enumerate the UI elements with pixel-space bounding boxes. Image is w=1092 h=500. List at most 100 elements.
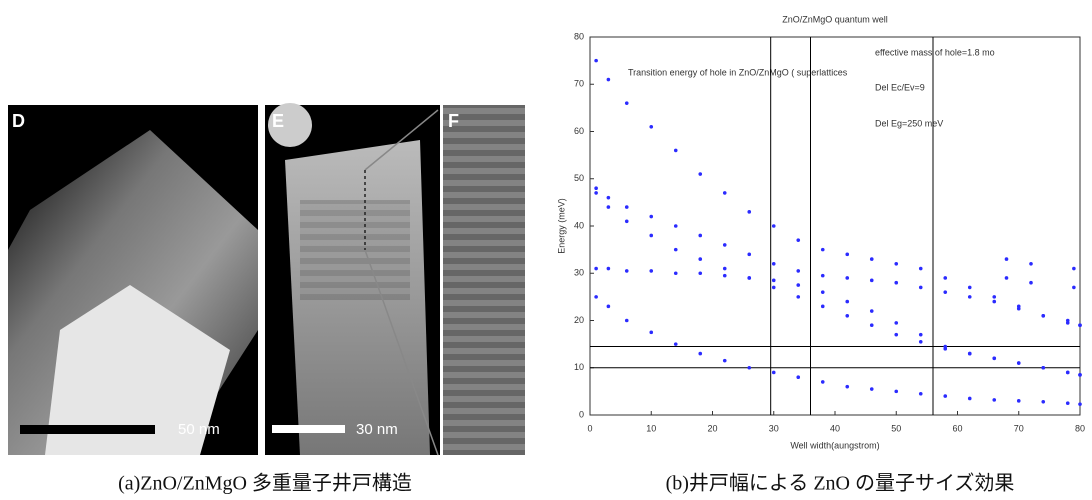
caption: (a)ZnO/ZnMgO 多重量子井戸構造 [118, 472, 412, 495]
data-point [821, 305, 825, 309]
y-tick-label: 40 [574, 220, 584, 230]
y-tick-label: 80 [574, 31, 584, 41]
data-point [772, 224, 776, 228]
data-point [698, 234, 702, 238]
data-point [845, 276, 849, 280]
data-point [698, 257, 702, 261]
data-point [1072, 286, 1076, 290]
data-point [943, 276, 947, 280]
annotation: Del Ec/Ev=9 [875, 82, 925, 92]
data-point [796, 295, 800, 299]
data-point [772, 279, 776, 283]
x-tick-label: 80 [1075, 423, 1085, 433]
data-point [674, 149, 678, 153]
data-point [607, 267, 611, 271]
y-tick-label: 20 [574, 315, 584, 325]
data-point [747, 253, 751, 257]
data-point [594, 295, 598, 299]
data-point [607, 205, 611, 209]
panel-label: E [272, 111, 284, 131]
data-point [845, 253, 849, 257]
data-point [968, 397, 972, 401]
panel-label: F [448, 111, 459, 131]
data-point [1078, 373, 1082, 377]
data-point [1029, 281, 1033, 285]
data-point [845, 314, 849, 318]
data-point [943, 394, 947, 398]
y-tick-label: 30 [574, 268, 584, 278]
data-point [674, 271, 678, 275]
data-point [1041, 366, 1045, 370]
data-point [1017, 361, 1021, 365]
image-e [265, 103, 440, 455]
data-point [919, 340, 923, 344]
x-tick-label: 0 [587, 423, 592, 433]
data-point [919, 333, 923, 337]
x-tick-label: 40 [830, 423, 840, 433]
data-point [649, 215, 653, 219]
data-point [796, 283, 800, 287]
data-point [1017, 399, 1021, 403]
image-d [8, 105, 258, 455]
data-point [747, 366, 751, 370]
data-point [968, 295, 972, 299]
y-tick-label: 10 [574, 362, 584, 372]
data-point [943, 290, 947, 294]
data-point [772, 371, 776, 375]
data-point [943, 345, 947, 349]
data-point [870, 323, 874, 327]
data-point [968, 286, 972, 290]
data-point [723, 243, 727, 247]
data-point [723, 274, 727, 278]
data-point [674, 342, 678, 346]
caption: (b)井戸幅による ZnO の量子サイズ効果 [666, 472, 1015, 495]
x-tick-label: 10 [646, 423, 656, 433]
data-point [821, 290, 825, 294]
data-point [698, 352, 702, 356]
x-tick-label: 20 [707, 423, 717, 433]
data-point [1041, 314, 1045, 318]
data-point [870, 387, 874, 391]
data-point [894, 281, 898, 285]
data-point [625, 269, 629, 273]
y-tick-label: 50 [574, 173, 584, 183]
data-point [796, 269, 800, 273]
data-point [607, 196, 611, 200]
x-axis-label: Well width(aungstrom) [790, 440, 879, 450]
data-point [594, 186, 598, 190]
data-point [845, 300, 849, 304]
data-point [919, 267, 923, 271]
data-point [1017, 307, 1021, 311]
plot-frame [590, 37, 1080, 415]
y-tick-label: 70 [574, 79, 584, 89]
data-point [607, 305, 611, 309]
x-tick-label: 30 [769, 423, 779, 433]
data-point [625, 219, 629, 223]
data-point [992, 300, 996, 304]
y-tick-label: 60 [574, 126, 584, 136]
data-point [821, 380, 825, 384]
data-point [698, 271, 702, 275]
data-point [1005, 257, 1009, 261]
data-point [968, 352, 972, 356]
data-point [1078, 323, 1082, 327]
data-point [1041, 400, 1045, 404]
data-point [919, 286, 923, 290]
data-point [796, 238, 800, 242]
annotation: Transition energy of hole in ZnO/ZnMgO (… [628, 67, 848, 77]
scale-label: 30 nm [356, 421, 398, 438]
data-point [674, 224, 678, 228]
data-point [698, 172, 702, 176]
panel-label: D [12, 111, 25, 131]
data-point [747, 210, 751, 214]
data-point [992, 357, 996, 361]
x-tick-label: 70 [1014, 423, 1024, 433]
x-tick-label: 60 [952, 423, 962, 433]
data-point [674, 248, 678, 252]
chart-title: ZnO/ZnMgO quantum well [782, 14, 888, 24]
page: D E F 50 nm 30 nm (a)ZnO/ZnMgO 多重量子井戸構造 … [0, 0, 1092, 500]
data-point [1072, 267, 1076, 271]
data-point [607, 78, 611, 82]
data-point [1078, 402, 1082, 406]
figure: D E F 50 nm 30 nm (a)ZnO/ZnMgO 多重量子井戸構造 … [0, 0, 1092, 500]
